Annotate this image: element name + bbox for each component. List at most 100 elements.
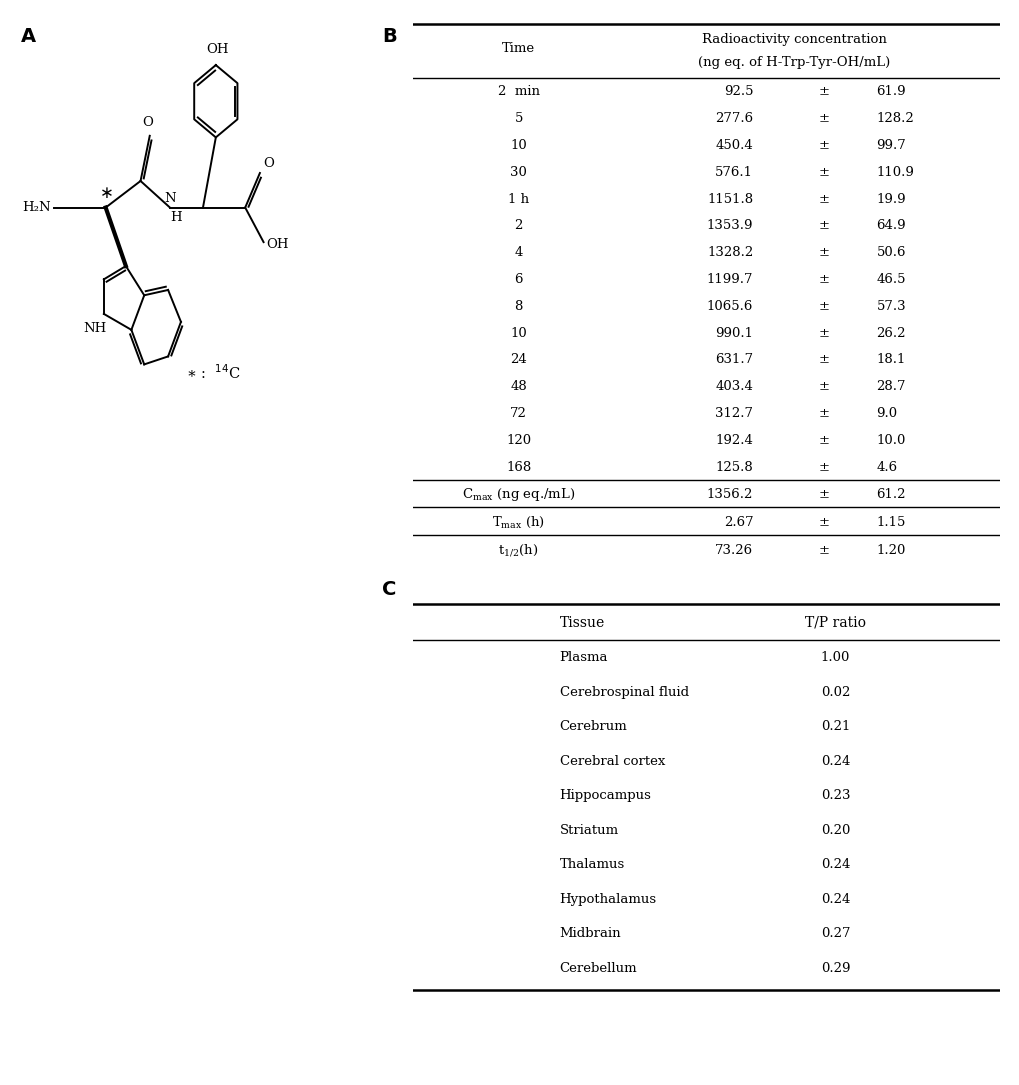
Text: Striatum: Striatum xyxy=(559,824,619,837)
Text: Cerebral cortex: Cerebral cortex xyxy=(559,755,664,768)
Text: H: H xyxy=(170,210,182,224)
Text: 576.1: 576.1 xyxy=(714,166,753,179)
Text: 9.0: 9.0 xyxy=(875,407,897,420)
Text: Tissue: Tissue xyxy=(559,616,604,629)
Text: 92.5: 92.5 xyxy=(723,86,753,99)
Text: ±: ± xyxy=(817,354,828,367)
Text: 0.29: 0.29 xyxy=(820,961,849,974)
Text: Hippocampus: Hippocampus xyxy=(559,789,651,802)
Text: 64.9: 64.9 xyxy=(875,219,905,232)
Text: 2: 2 xyxy=(514,219,523,232)
Text: 0.24: 0.24 xyxy=(820,755,849,768)
Text: 2.67: 2.67 xyxy=(722,516,753,529)
Text: C: C xyxy=(382,580,396,600)
Text: ∗: ∗ xyxy=(100,184,113,202)
Text: ±: ± xyxy=(817,166,828,179)
Text: 10: 10 xyxy=(510,327,527,340)
Text: NH: NH xyxy=(83,322,106,335)
Text: N: N xyxy=(164,192,175,205)
Text: 0.24: 0.24 xyxy=(820,858,849,871)
Text: OH: OH xyxy=(266,239,288,252)
Text: 28.7: 28.7 xyxy=(875,380,905,393)
Text: 4.6: 4.6 xyxy=(875,460,897,473)
Text: 48: 48 xyxy=(510,380,527,393)
Text: 73.26: 73.26 xyxy=(714,545,753,558)
Text: 0.24: 0.24 xyxy=(820,893,849,906)
Text: 110.9: 110.9 xyxy=(875,166,913,179)
Text: T/P ratio: T/P ratio xyxy=(804,616,865,629)
Text: 30: 30 xyxy=(510,166,527,179)
Text: 61.9: 61.9 xyxy=(875,86,905,99)
Text: ±: ± xyxy=(817,407,828,420)
Text: 403.4: 403.4 xyxy=(714,380,753,393)
Text: Radioactivity concentration: Radioactivity concentration xyxy=(701,33,886,46)
Text: 990.1: 990.1 xyxy=(714,327,753,340)
Text: 277.6: 277.6 xyxy=(714,112,753,125)
Text: 4: 4 xyxy=(514,246,523,259)
Text: 18.1: 18.1 xyxy=(875,354,905,367)
Text: 24: 24 xyxy=(510,354,527,367)
Text: 631.7: 631.7 xyxy=(714,354,753,367)
Text: 0.27: 0.27 xyxy=(820,927,849,940)
Text: 46.5: 46.5 xyxy=(875,273,905,286)
Text: H₂N: H₂N xyxy=(22,201,51,214)
Text: ±: ± xyxy=(817,460,828,473)
Text: 1328.2: 1328.2 xyxy=(706,246,753,259)
Text: ±: ± xyxy=(817,273,828,286)
Text: T$_{\mathregular{max}}$ (h): T$_{\mathregular{max}}$ (h) xyxy=(492,515,544,531)
Text: Hypothalamus: Hypothalamus xyxy=(559,893,656,906)
Text: 1065.6: 1065.6 xyxy=(706,299,753,312)
Text: 61.2: 61.2 xyxy=(875,488,905,501)
Text: C$_{\mathregular{max}}$ (ng eq./mL): C$_{\mathregular{max}}$ (ng eq./mL) xyxy=(462,486,575,503)
Text: 120: 120 xyxy=(505,434,531,447)
Text: (ng eq. of H-Trp-Tyr-OH/mL): (ng eq. of H-Trp-Tyr-OH/mL) xyxy=(698,56,890,69)
Text: Time: Time xyxy=(501,42,535,55)
Text: 10: 10 xyxy=(510,139,527,152)
Text: ±: ± xyxy=(817,139,828,152)
Text: O: O xyxy=(263,157,273,170)
Text: 72: 72 xyxy=(510,407,527,420)
Text: 26.2: 26.2 xyxy=(875,327,905,340)
Text: 1151.8: 1151.8 xyxy=(706,192,753,205)
Text: 168: 168 xyxy=(505,460,531,473)
Text: 0.23: 0.23 xyxy=(820,789,849,802)
Text: ±: ± xyxy=(817,192,828,205)
Text: 312.7: 312.7 xyxy=(714,407,753,420)
Text: ±: ± xyxy=(817,299,828,312)
Text: 57.3: 57.3 xyxy=(875,299,905,312)
Text: A: A xyxy=(21,27,37,46)
Text: ±: ± xyxy=(817,516,828,529)
Text: 8: 8 xyxy=(514,299,523,312)
Text: 1 h: 1 h xyxy=(507,192,529,205)
Text: t$_{\mathregular{1/2}}$(h): t$_{\mathregular{1/2}}$(h) xyxy=(498,542,538,559)
Text: ∗ :  $^{14}$C: ∗ : $^{14}$C xyxy=(186,363,242,382)
Text: B: B xyxy=(382,27,396,47)
Text: 1.20: 1.20 xyxy=(875,545,905,558)
Text: ±: ± xyxy=(817,246,828,259)
Text: ±: ± xyxy=(817,112,828,125)
Text: 128.2: 128.2 xyxy=(875,112,913,125)
Text: 5: 5 xyxy=(514,112,523,125)
Text: 19.9: 19.9 xyxy=(875,192,905,205)
Text: ±: ± xyxy=(817,488,828,501)
Text: ±: ± xyxy=(817,545,828,558)
Text: 0.02: 0.02 xyxy=(820,686,849,699)
Text: 50.6: 50.6 xyxy=(875,246,905,259)
Text: 1199.7: 1199.7 xyxy=(706,273,753,286)
Text: 192.4: 192.4 xyxy=(714,434,753,447)
Text: 99.7: 99.7 xyxy=(875,139,905,152)
Text: ±: ± xyxy=(817,434,828,447)
Text: 125.8: 125.8 xyxy=(714,460,753,473)
Text: 6: 6 xyxy=(514,273,523,286)
Text: 10.0: 10.0 xyxy=(875,434,905,447)
Text: 450.4: 450.4 xyxy=(714,139,753,152)
Text: 1353.9: 1353.9 xyxy=(706,219,753,232)
Text: 1356.2: 1356.2 xyxy=(706,488,753,501)
Text: OH: OH xyxy=(206,42,228,55)
Text: ±: ± xyxy=(817,86,828,99)
Text: 1.00: 1.00 xyxy=(820,651,849,664)
Text: Cerebellum: Cerebellum xyxy=(559,961,637,974)
Text: 0.20: 0.20 xyxy=(820,824,849,837)
Text: ±: ± xyxy=(817,380,828,393)
Text: 0.21: 0.21 xyxy=(820,720,849,733)
